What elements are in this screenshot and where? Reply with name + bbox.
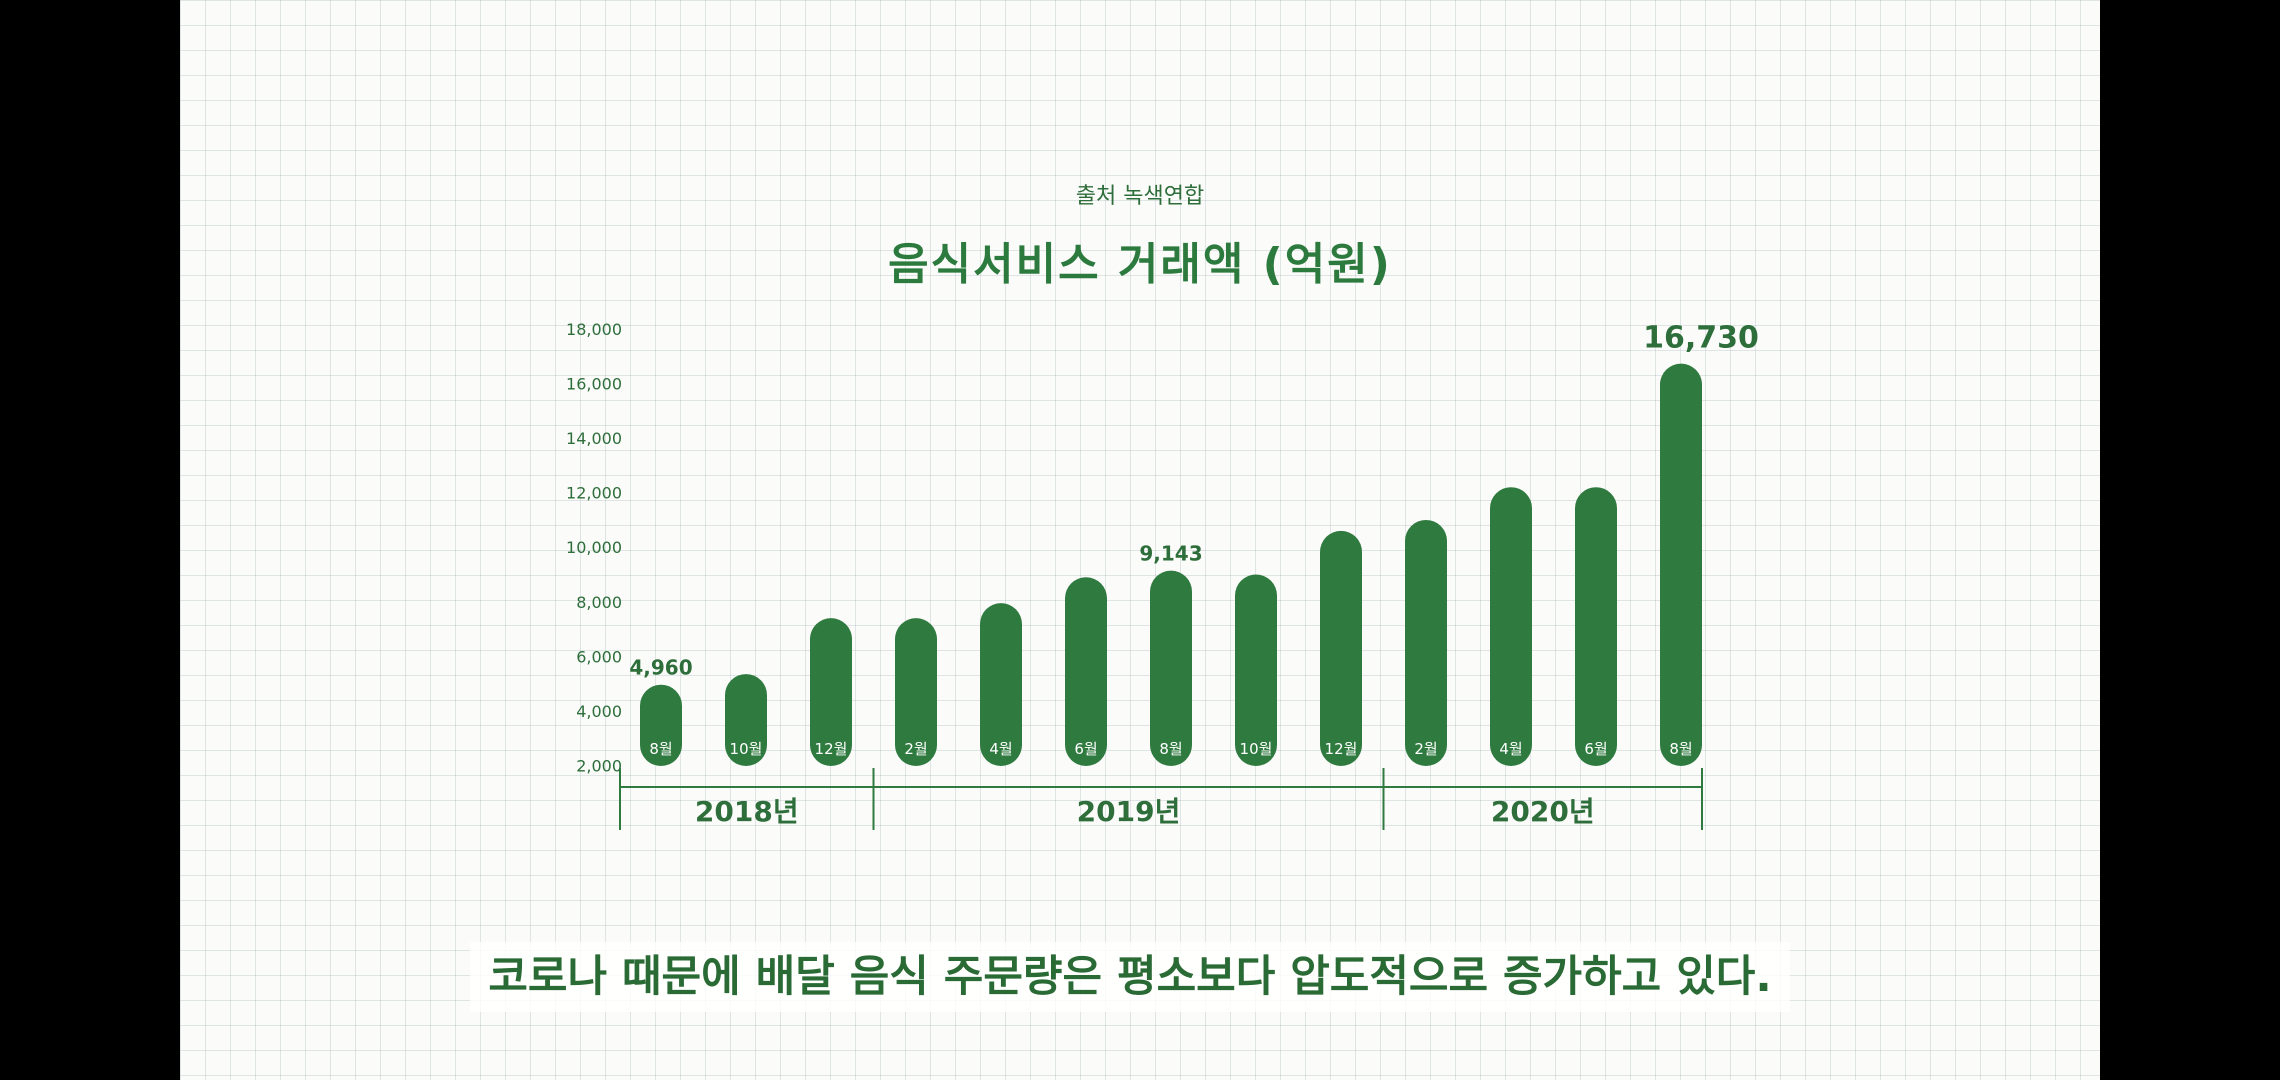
x-tick-label: 10월	[730, 740, 763, 758]
bar	[1235, 574, 1277, 766]
x-tick-label: 12월	[815, 740, 848, 758]
x-tick-label: 8월	[649, 740, 672, 758]
data-label: 16,730	[1643, 321, 1759, 356]
y-tick-label: 10,000	[566, 538, 622, 557]
chart-canvas: 출처 녹색연합 음식서비스 거래액 (억원) 18,000 16,000 14,00…	[180, 0, 2100, 1080]
bar	[640, 684, 682, 766]
year-group-label: 2020년	[1491, 795, 1595, 828]
bar	[895, 618, 937, 766]
bar	[1405, 519, 1447, 766]
subtitle-caption: 코로나 때문에 배달 음식 주문량은 평소보다 압도적으로 증가하고 있다.	[470, 942, 1790, 1012]
bar	[810, 618, 852, 766]
source-label: 출처 녹색연합	[1075, 184, 1205, 209]
x-tick-label: 6월	[1584, 740, 1607, 758]
year-group-label: 2019년	[1077, 795, 1181, 828]
x-tick-label: 2월	[1414, 740, 1437, 758]
y-tick-label: 16,000	[566, 375, 622, 394]
chart-title: 음식서비스 거래액 (억원)	[888, 239, 1392, 290]
y-tick-label: 18,000	[566, 320, 622, 339]
y-tick-label: 6,000	[576, 647, 622, 666]
x-tick-label: 2월	[904, 740, 927, 758]
year-group-label: 2018년	[695, 795, 799, 828]
x-tick-label: 8월	[1159, 740, 1182, 758]
y-tick-label: 4,000	[576, 702, 622, 721]
bar	[1490, 487, 1532, 766]
bar	[980, 603, 1022, 766]
x-tick-label: 6월	[1074, 740, 1097, 758]
y-tick-label: 12,000	[566, 484, 622, 503]
bar	[1575, 487, 1617, 766]
x-tick-label: 4월	[989, 740, 1012, 758]
y-tick-label: 14,000	[566, 429, 622, 448]
x-tick-label: 12월	[1325, 740, 1358, 758]
bar-chart: 18,000 16,000 14,000 12,000 10,000 8,000 6,000…	[566, 320, 1759, 830]
data-label: 9,143	[1139, 542, 1202, 566]
bar	[1660, 363, 1702, 766]
data-label: 4,960	[629, 656, 692, 680]
bar	[1320, 530, 1362, 766]
x-tick-label: 8월	[1669, 740, 1692, 758]
bar	[1065, 577, 1107, 766]
bar	[725, 674, 767, 766]
bar	[1150, 570, 1192, 766]
x-tick-label: 4월	[1499, 740, 1522, 758]
x-tick-label: 10월	[1240, 740, 1273, 758]
y-tick-label: 8,000	[576, 593, 622, 612]
y-tick-label: 2,000	[576, 756, 622, 775]
